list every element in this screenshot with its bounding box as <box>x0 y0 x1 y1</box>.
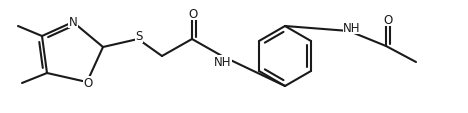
Text: S: S <box>135 30 143 43</box>
Text: N: N <box>69 15 77 28</box>
Text: O: O <box>383 13 393 26</box>
Text: O: O <box>189 7 197 20</box>
Text: NH: NH <box>343 21 361 34</box>
Text: O: O <box>83 77 93 90</box>
Text: NH: NH <box>214 56 232 69</box>
